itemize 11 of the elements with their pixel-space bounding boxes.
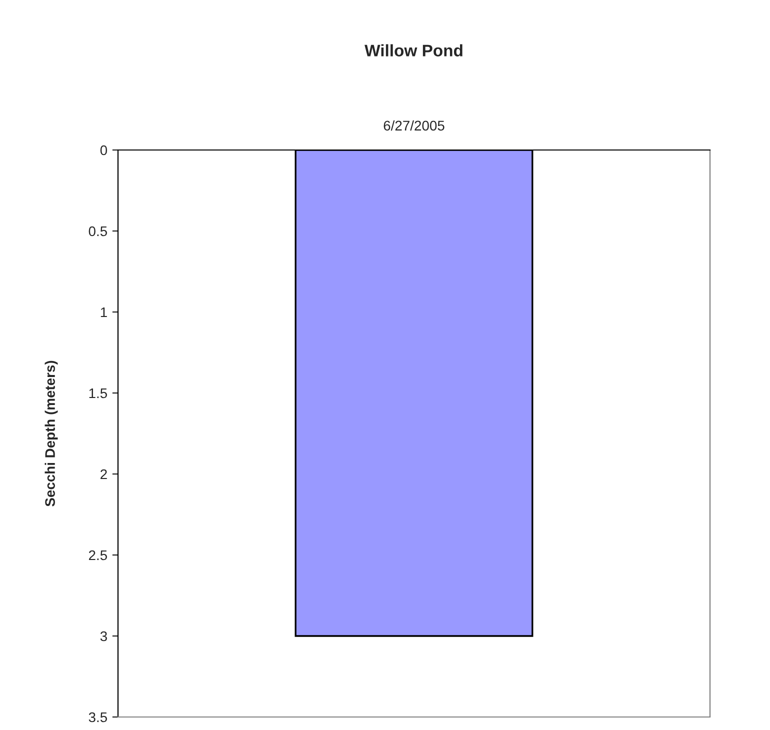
y-axis-title: Secchi Depth (meters) bbox=[44, 360, 58, 506]
y-tick-label: 2 bbox=[100, 469, 107, 480]
y-tick-label: 3 bbox=[100, 631, 107, 642]
y-tick-label: 3.5 bbox=[88, 712, 108, 722]
chart-title: Willow Pond bbox=[364, 44, 462, 56]
y-tick-label: 0 bbox=[100, 145, 108, 156]
y-tick-label: 0.5 bbox=[88, 226, 108, 236]
y-tick-label: 1.5 bbox=[89, 388, 108, 398]
y-tick-label: 2.5 bbox=[88, 550, 108, 560]
y-tick-label: 1 bbox=[100, 307, 107, 318]
x-tick-label: 6/27/2005 bbox=[384, 120, 444, 131]
